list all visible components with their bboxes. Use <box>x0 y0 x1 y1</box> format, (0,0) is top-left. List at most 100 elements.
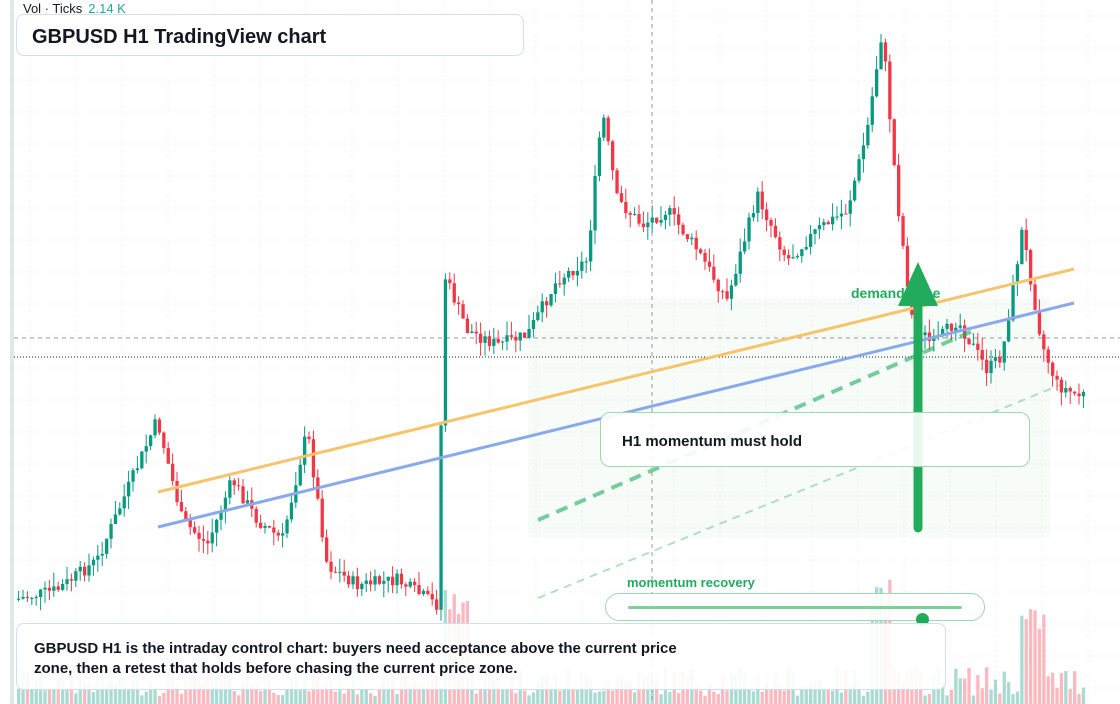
candle-body <box>703 252 707 262</box>
candle-body <box>963 325 967 339</box>
candle-body <box>100 553 104 556</box>
candle-body <box>888 61 892 120</box>
candle-body <box>606 117 610 142</box>
candle-body <box>694 237 698 250</box>
volume-bar <box>430 680 434 704</box>
volume-bar <box>144 691 148 704</box>
candle-body <box>892 119 896 166</box>
candle-body <box>985 359 989 374</box>
candle-body <box>307 436 311 440</box>
candle-body <box>30 597 34 599</box>
candle-body <box>193 527 197 533</box>
volume-bar <box>611 690 615 704</box>
slider-knob[interactable] <box>915 613 929 626</box>
volume-bar <box>272 692 276 704</box>
volume-bar <box>857 686 861 704</box>
volume-bar <box>1042 614 1046 704</box>
volume-bar <box>527 695 531 704</box>
candle-body <box>347 575 351 585</box>
candle-body <box>426 590 430 595</box>
candle-body <box>492 338 496 346</box>
candle-body <box>615 170 619 194</box>
volume-bar <box>1068 688 1072 704</box>
volume-bar <box>593 692 597 704</box>
candle-body <box>369 580 373 585</box>
candle-body <box>523 332 527 338</box>
volume-bar <box>677 693 681 704</box>
candle-body <box>681 224 685 235</box>
volume-legend-label: Vol · Ticks <box>23 1 83 16</box>
candle-body <box>149 435 153 447</box>
candle-body <box>1033 284 1037 310</box>
volume-bar <box>848 685 852 704</box>
volume-bar <box>479 689 483 704</box>
volume-bar <box>536 681 540 704</box>
volume-bar <box>998 693 1002 704</box>
candle-body <box>171 463 175 481</box>
volume-bar <box>1055 687 1059 704</box>
volume-bar <box>1037 628 1042 704</box>
candle-body <box>69 579 74 581</box>
candle-body <box>1024 229 1028 251</box>
candle-body <box>325 537 329 562</box>
candle-body <box>17 598 21 600</box>
candle-body <box>1055 375 1059 380</box>
volume-bar <box>747 685 751 704</box>
candle-body <box>223 497 228 512</box>
volume-bar <box>1077 693 1081 704</box>
candle-body <box>549 294 553 306</box>
candle-body <box>690 237 694 240</box>
volume-bar <box>175 685 179 704</box>
volume-bar <box>602 691 606 704</box>
slider-track[interactable] <box>628 606 962 626</box>
volume-bar <box>668 691 672 704</box>
volume-legend[interactable]: Vol · Ticks 2.14 K <box>23 1 126 16</box>
candle-body <box>831 216 835 225</box>
momentum-callout[interactable]: H1 momentum must hold <box>600 412 1030 467</box>
volume-bar <box>215 679 219 704</box>
volume-bar <box>1073 671 1077 704</box>
candle-body <box>663 214 668 221</box>
candle-body <box>540 301 544 313</box>
volume-bar <box>685 677 690 704</box>
volume-bar <box>571 686 575 704</box>
candle-body <box>1059 379 1064 393</box>
candle-body <box>237 485 241 487</box>
momentum-recovery-slider[interactable] <box>605 593 985 626</box>
candle-body <box>228 480 232 498</box>
candle-body <box>430 594 434 600</box>
volume-bar <box>1020 615 1024 704</box>
candle-body <box>729 285 734 299</box>
chart-title-box: GBPUSD H1 TradingView chart <box>16 14 524 56</box>
volume-bar <box>659 694 663 704</box>
candle-body <box>399 573 404 585</box>
candle-body <box>778 237 782 250</box>
candle-body <box>320 498 324 538</box>
candle-body <box>826 222 830 225</box>
candle-body <box>853 180 857 201</box>
volume-bar <box>1015 691 1020 704</box>
candle-body <box>338 571 342 573</box>
candle-body <box>373 576 377 585</box>
volume-bar <box>958 678 962 704</box>
volume-bar <box>562 685 566 704</box>
volume-bar <box>69 676 74 704</box>
volume-bar <box>1029 609 1033 704</box>
candle-body <box>457 302 461 305</box>
volume-bar <box>413 680 417 704</box>
volume-bar <box>325 684 329 704</box>
candle-body <box>140 451 144 469</box>
candle-body <box>439 425 443 610</box>
candle-body <box>989 360 993 374</box>
volume-bar <box>949 689 954 704</box>
candle-body <box>923 332 927 336</box>
candle-body <box>241 486 245 504</box>
candle-body <box>166 448 170 464</box>
candle-body <box>153 419 157 436</box>
volume-bar <box>408 686 412 704</box>
volume-bar <box>721 676 725 704</box>
volume-bar <box>993 679 998 704</box>
candle-body <box>641 223 646 228</box>
candle-body <box>716 279 720 292</box>
candle-body <box>501 341 505 343</box>
